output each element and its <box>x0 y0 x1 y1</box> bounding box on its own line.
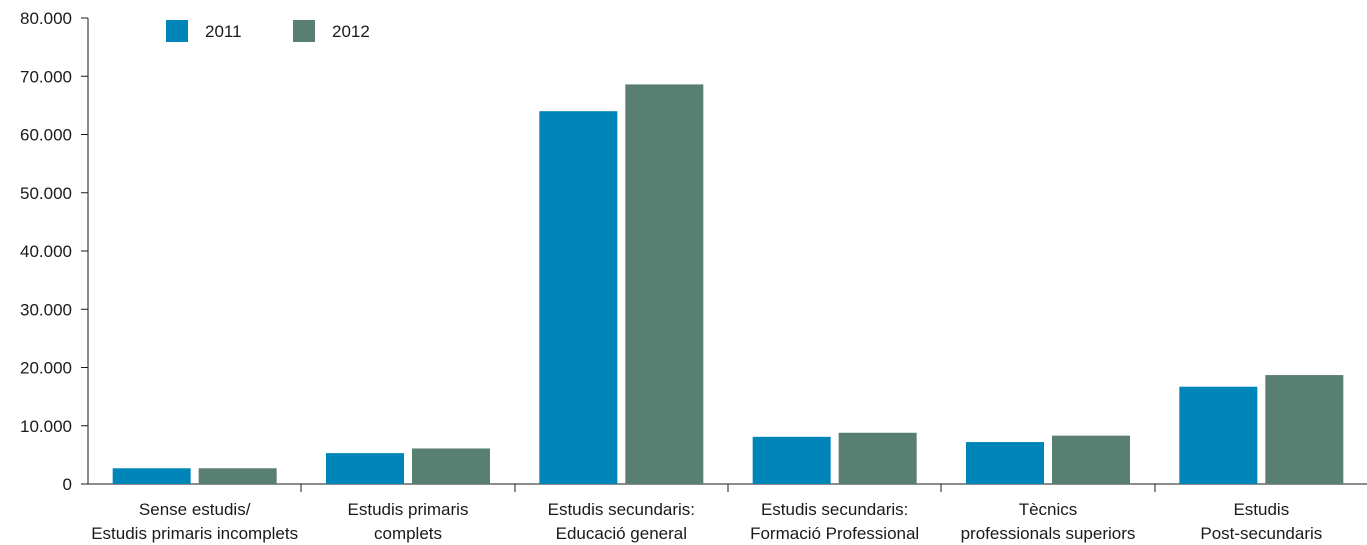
bar-2012-4 <box>1052 435 1130 484</box>
bar-2011-4 <box>966 442 1044 484</box>
x-category-label: Post-secundaris <box>1200 524 1322 543</box>
x-category-label: Educació general <box>556 524 687 543</box>
y-tick-label: 20.000 <box>20 359 72 378</box>
x-category-label: Estudis secundaris: <box>761 500 908 519</box>
y-tick-label: 0 <box>63 475 72 494</box>
y-tick-label: 50.000 <box>20 184 72 203</box>
bar-2011-2 <box>539 111 618 484</box>
bar-2012-1 <box>412 448 490 484</box>
x-category-label: Sense estudis/ <box>139 500 251 519</box>
y-tick-label: 40.000 <box>20 242 72 261</box>
bar-2012-5 <box>1265 375 1344 484</box>
bar-2012-2 <box>625 84 704 484</box>
legend-swatch-2011 <box>166 20 188 42</box>
bar-2011-0 <box>112 468 191 484</box>
legend-label-2012: 2012 <box>332 22 370 41</box>
bar-2011-5 <box>1179 386 1258 484</box>
x-category-label: Estudis primaris <box>348 500 469 519</box>
x-category-label: Estudis secundaris: <box>548 500 695 519</box>
bars <box>112 84 1344 484</box>
bar-2012-3 <box>838 432 917 484</box>
legend: 2011 2012 <box>166 20 370 42</box>
bar-2011-1 <box>326 453 404 484</box>
y-tick-label: 30.000 <box>20 300 72 319</box>
y-tick-label: 60.000 <box>20 126 72 145</box>
y-tick-label: 70.000 <box>20 67 72 86</box>
x-category-label: Estudis <box>1233 500 1289 519</box>
y-tick-label: 80.000 <box>20 9 72 28</box>
axes: 0 10.000 20.000 30.000 40.000 50.000 60.000 70.… <box>20 9 1367 543</box>
x-category-label: professionals superiors <box>961 524 1136 543</box>
bar-2011-3 <box>752 436 831 484</box>
legend-label-2011: 2011 <box>205 22 242 41</box>
x-category-label: Estudis primaris incomplets <box>91 524 298 543</box>
bar-2012-0 <box>198 468 277 484</box>
y-tick-label: 10.000 <box>20 417 72 436</box>
x-category-label: Formació Professional <box>750 524 919 543</box>
x-category-label: complets <box>374 524 442 543</box>
x-category-label: Tècnics <box>1019 500 1078 519</box>
legend-swatch-2012 <box>293 20 315 42</box>
